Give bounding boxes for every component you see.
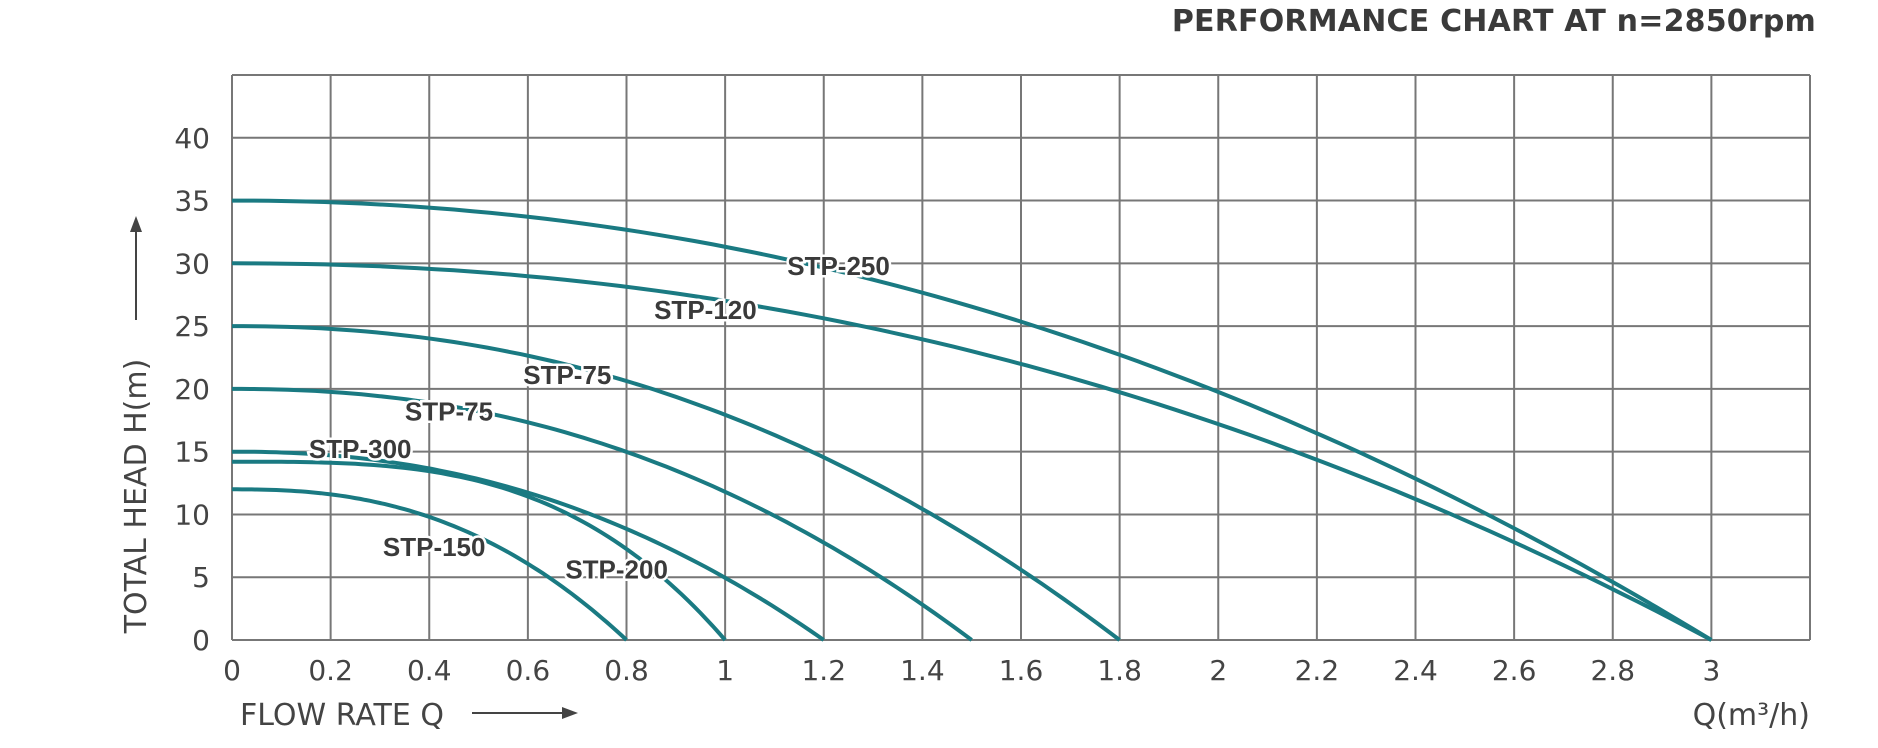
x-tick-label: 2.2 <box>1295 654 1340 687</box>
y-axis-ticks: 0 5 10 15 20 25 30 35 40 <box>174 122 210 657</box>
pump-curve <box>232 487 628 642</box>
y-tick-label: 25 <box>174 310 210 343</box>
x-tick-label: 1.6 <box>999 654 1044 687</box>
curve-label: STP-300 <box>309 434 412 464</box>
x-tick-label: 2.4 <box>1393 654 1438 687</box>
x-tick-label: 2 <box>1209 654 1227 687</box>
grid <box>231 74 1811 641</box>
x-axis-label: FLOW RATE Q <box>240 698 444 733</box>
x-tick-label: 0.4 <box>407 654 452 687</box>
x-tick-label: 0 <box>223 654 241 687</box>
pump-curve <box>232 324 1121 642</box>
curve-label: STP-250 <box>787 251 890 281</box>
curve-label: STP-200 <box>565 555 668 585</box>
x-tick-label: 1.2 <box>801 654 846 687</box>
x-axis-ticks: 0 0.2 0.4 0.6 0.8 1 1.2 1.4 1.6 1.8 2 2.2 2.4 2.6 2.8 3 <box>223 654 1720 687</box>
y-tick-label: 20 <box>174 373 210 406</box>
pump-curve <box>232 386 973 642</box>
x-axis-unit: Q(m³/h) <box>1693 698 1810 733</box>
y-tick-label: 10 <box>174 498 210 531</box>
x-tick-label: 2.8 <box>1590 654 1635 687</box>
pump-curve <box>232 198 1713 642</box>
y-tick-label: 30 <box>174 247 210 280</box>
curve-label: STP-75 <box>523 360 611 390</box>
x-tick-label: 2.6 <box>1492 654 1537 687</box>
chart-title: PERFORMANCE CHART AT n=2850rpm <box>1171 4 1816 39</box>
y-axis-label: TOTAL HEAD H(m) <box>119 359 154 635</box>
y-tick-label: 15 <box>174 436 210 469</box>
y-tick-label: 5 <box>192 561 210 594</box>
x-tick-label: 1.4 <box>900 654 945 687</box>
x-axis-arrow-head <box>562 707 578 719</box>
curve-label: STP-150 <box>383 532 486 562</box>
x-tick-label: 0.6 <box>506 654 551 687</box>
curve-label: STP-120 <box>654 295 757 325</box>
curve-labels: STP-250 STP-120 STP-75 STP-75 STP-300 STP-150… <box>306 248 892 587</box>
y-axis-arrow-head <box>130 216 142 232</box>
x-axis-label-group: FLOW RATE Q <box>240 698 578 733</box>
y-tick-label: 40 <box>174 122 210 155</box>
y-axis-label-group: TOTAL HEAD H(m) <box>119 216 154 634</box>
x-tick-label: 1.8 <box>1097 654 1142 687</box>
pump-curve <box>232 449 825 642</box>
y-tick-label: 0 <box>192 624 210 657</box>
x-tick-label: 0.2 <box>308 654 353 687</box>
x-tick-label: 0.8 <box>604 654 649 687</box>
curve-label: STP-75 <box>405 396 493 426</box>
x-tick-label: 3 <box>1702 654 1720 687</box>
pump-curve <box>232 459 727 642</box>
x-tick-label: 1 <box>716 654 734 687</box>
curves <box>231 198 1713 642</box>
y-tick-label: 35 <box>174 185 210 218</box>
pump-curve <box>231 261 1713 642</box>
